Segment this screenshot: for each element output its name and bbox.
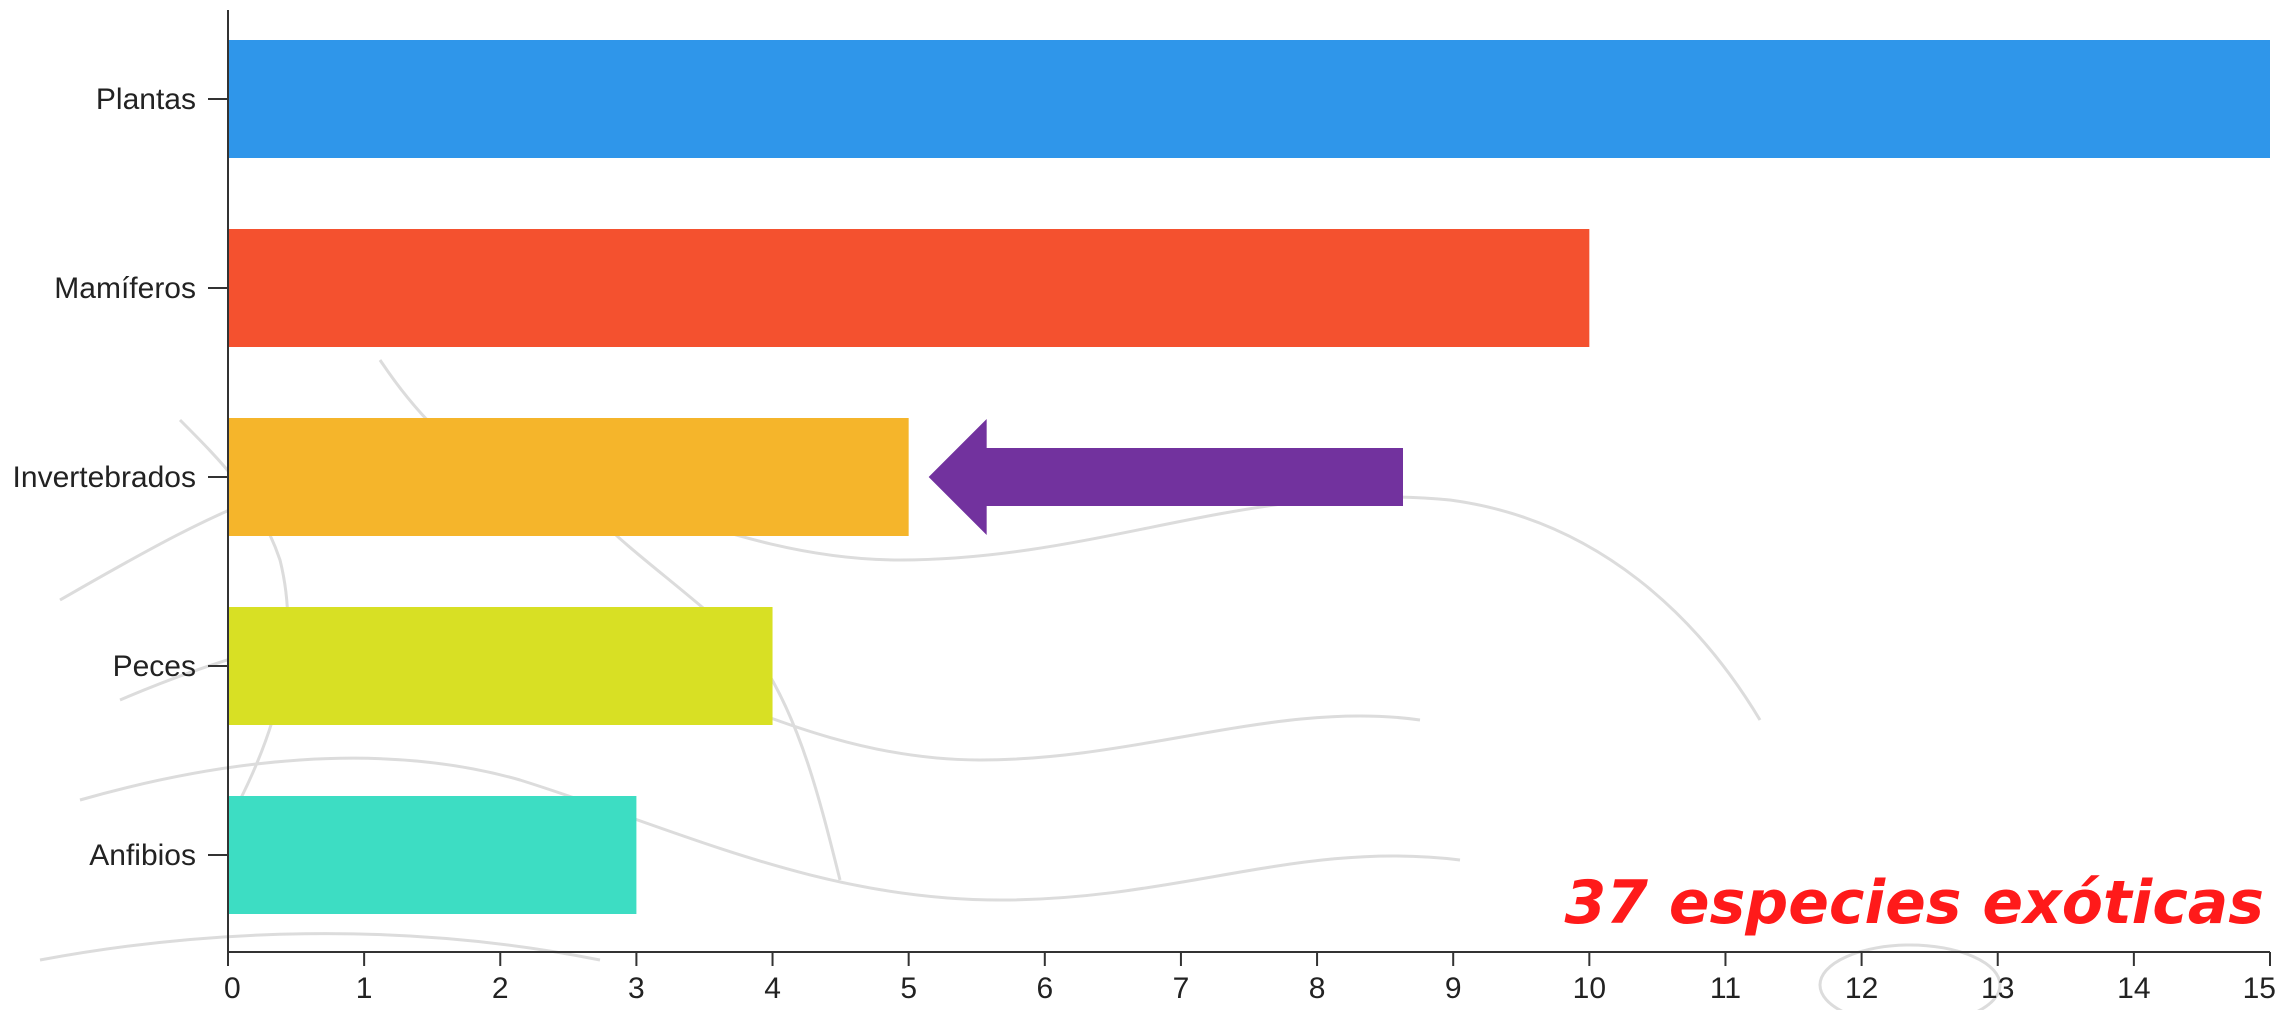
bar-anfibios xyxy=(228,796,637,914)
highlight-arrow-shape xyxy=(928,419,1403,535)
y-axis xyxy=(208,10,229,952)
x-tick-label-15: 15 xyxy=(2243,972,2276,1005)
bars-group xyxy=(228,40,2270,914)
x-tick-label-10: 10 xyxy=(1573,972,1606,1005)
x-tick-label-8: 8 xyxy=(1309,972,1326,1005)
x-tick-label-4: 4 xyxy=(764,972,781,1005)
category-label-mamiferos: Mamíferos xyxy=(54,272,196,305)
x-tick-label-13: 13 xyxy=(1981,972,2014,1005)
category-label-anfibios: Anfibios xyxy=(89,839,196,872)
x-tick-label-12: 12 xyxy=(1845,972,1878,1005)
category-label-plantas: Plantas xyxy=(96,83,196,116)
category-labels: Plantas Mamíferos Invertebrados Peces Anfibi… xyxy=(13,83,196,872)
category-label-peces: Peces xyxy=(113,650,196,683)
x-tick-label-0: 0 xyxy=(224,972,241,1005)
bar-plantas xyxy=(228,40,2270,158)
total-species-annotation: 37 especies exóticas xyxy=(1564,868,2265,938)
x-tick-label-2: 2 xyxy=(492,972,509,1005)
x-tick-label-11: 11 xyxy=(1710,972,1741,1005)
bar-invertebrados xyxy=(228,418,909,536)
x-tick-label-6: 6 xyxy=(1036,972,1053,1005)
x-axis: 0 1 2 3 4 5 6 7 8 9 10 11 12 13 14 15 xyxy=(224,951,2276,1005)
bar-peces xyxy=(228,607,773,725)
highlight-arrow xyxy=(928,419,1403,535)
x-tick-label-14: 14 xyxy=(2117,972,2150,1005)
x-tick-label-1: 1 xyxy=(356,972,373,1005)
bar-mamiferos xyxy=(228,229,1590,347)
x-tick-label-7: 7 xyxy=(1173,972,1190,1005)
x-tick-label-3: 3 xyxy=(628,972,645,1005)
x-tick-label-9: 9 xyxy=(1445,972,1462,1005)
category-label-invertebrados: Invertebrados xyxy=(13,461,196,494)
x-tick-label-5: 5 xyxy=(900,972,917,1005)
